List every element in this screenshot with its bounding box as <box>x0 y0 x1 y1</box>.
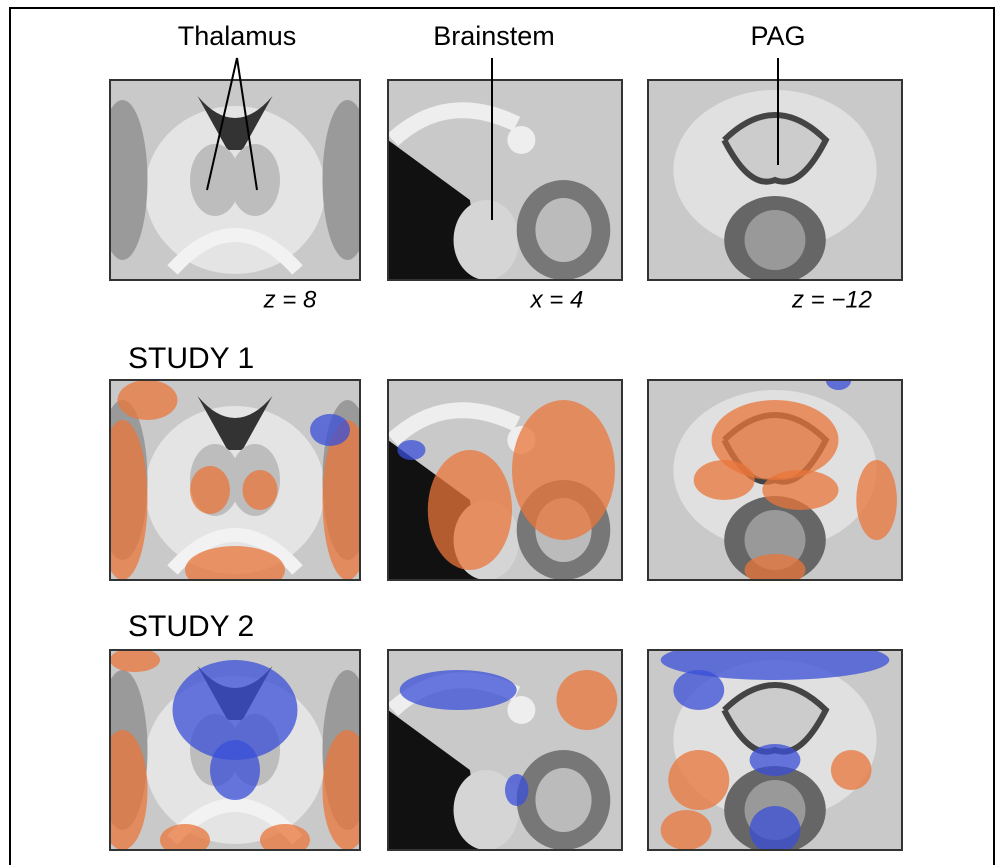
ventricle <box>197 396 273 450</box>
pointer <box>236 57 258 191</box>
activation-blob <box>160 824 210 850</box>
slice-label: x = 4 <box>530 286 584 313</box>
callosum <box>388 102 521 146</box>
activation-blob <box>110 650 160 672</box>
cerebellum-inner <box>535 768 592 832</box>
midbrain-outline <box>721 112 830 185</box>
panel-border <box>647 79 903 281</box>
brain-panel <box>648 380 902 580</box>
pointer-lines <box>206 57 779 220</box>
panel-border <box>387 379 623 581</box>
activation-blob <box>185 546 285 580</box>
brain-panel <box>110 650 360 850</box>
cerebellum-inner <box>744 510 806 570</box>
activation-blob <box>749 744 801 776</box>
row-label: STUDY 1 <box>128 342 254 375</box>
brainstem <box>453 770 520 850</box>
activation-blob <box>749 806 801 850</box>
panel-border <box>109 649 361 851</box>
panel-border <box>647 379 903 581</box>
row-label: STUDY 2 <box>128 610 254 643</box>
activation-blob <box>242 470 278 510</box>
panel-border <box>109 79 361 281</box>
activation-blob <box>505 774 529 806</box>
activation-blob <box>711 400 839 480</box>
cerebellum-inner <box>744 210 806 270</box>
panel-border <box>387 649 623 851</box>
activation-blob <box>260 824 310 850</box>
activation-blob <box>660 650 890 680</box>
activation-blob <box>322 730 360 850</box>
brain-panel <box>648 80 902 280</box>
activation-blob <box>399 670 517 710</box>
splenium <box>507 696 536 724</box>
activation-blob <box>322 420 360 580</box>
activation-blob <box>110 420 148 580</box>
activation-blob <box>190 466 230 514</box>
pointer <box>206 57 238 191</box>
brainstem <box>453 200 520 280</box>
slice-label: z = −12 <box>791 286 872 313</box>
column-label: PAG <box>750 21 805 51</box>
cortex <box>322 100 360 260</box>
brain-panel <box>388 380 622 580</box>
activation-blob <box>110 730 148 850</box>
activation-blob <box>397 440 426 460</box>
activation-blob <box>673 670 725 710</box>
panel-border <box>387 79 623 281</box>
panel-border <box>647 649 903 851</box>
activation-blob <box>512 400 615 540</box>
activation-blob <box>427 450 513 570</box>
splenium <box>507 126 536 154</box>
activation-blob <box>830 750 872 790</box>
ventricle <box>197 96 273 150</box>
brain-panel <box>388 650 622 850</box>
activation-blob <box>310 414 350 446</box>
callosum <box>167 528 303 575</box>
activation-blob <box>668 750 730 810</box>
activation-blob <box>172 660 298 760</box>
slice-label: z = 8 <box>263 286 317 313</box>
activation-blob <box>693 460 755 500</box>
brain-panel <box>110 380 360 580</box>
brain-panel <box>648 650 902 850</box>
callosum <box>388 402 521 446</box>
activation-blob <box>744 554 806 580</box>
panel-border <box>109 379 361 581</box>
activation-blob <box>856 460 897 540</box>
activation-blob <box>825 380 852 390</box>
activation-blob <box>556 670 618 730</box>
callosum <box>167 228 303 275</box>
thalamus <box>190 144 240 216</box>
brain-panel <box>110 80 360 280</box>
brain-panel <box>388 80 622 280</box>
activation-blob <box>117 380 178 420</box>
cerebellum-inner <box>535 198 592 262</box>
activation-blob <box>660 810 712 850</box>
column-label: Brainstem <box>433 21 555 51</box>
activation-blob <box>210 740 260 800</box>
cortex <box>110 100 148 260</box>
column-label: Thalamus <box>178 21 297 51</box>
activation-blob <box>762 470 839 510</box>
midbrain-outline <box>721 682 830 755</box>
